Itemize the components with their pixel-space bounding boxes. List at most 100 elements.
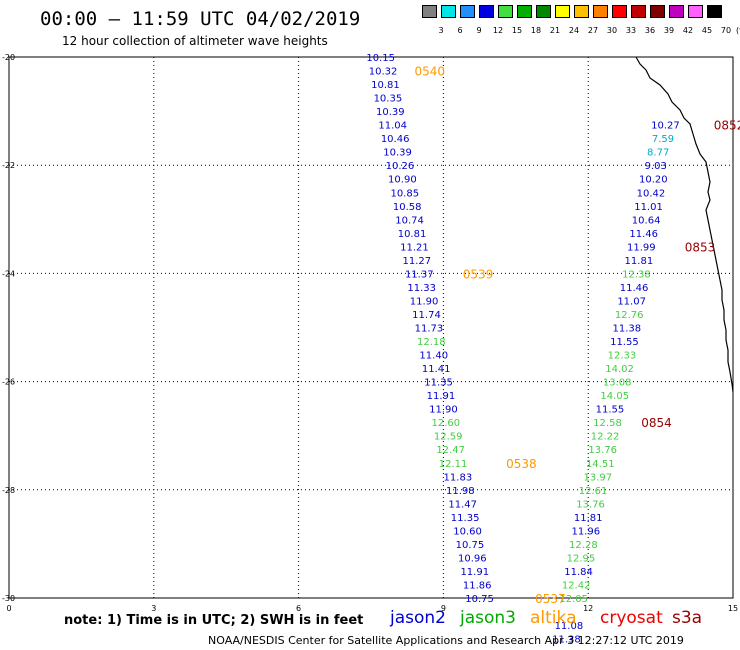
legend-item-altika: altika [530, 608, 577, 628]
wave-height-label: 11.74 [412, 310, 441, 321]
wave-height-label: 11.90 [410, 296, 439, 307]
wave-height-label: 11.21 [400, 242, 429, 253]
wave-height-label: 10.20 [639, 175, 668, 186]
wave-height-label: 10.39 [376, 107, 405, 118]
wave-height-label: 11.73 [415, 324, 444, 335]
wave-height-label: 11.99 [627, 242, 656, 253]
x-tick-label: 9 [441, 604, 446, 613]
credit-line: NOAA/NESDIS Center for Satellite Applica… [208, 634, 684, 647]
wave-height-label: 11.37 [405, 269, 434, 280]
wave-height-label: 12.60 [431, 418, 460, 429]
y-tick-label: -28 [2, 486, 15, 495]
y-tick-label: -30 [2, 594, 15, 603]
x-tick-label: 12 [583, 604, 593, 613]
wave-height-label: 10.42 [637, 188, 666, 199]
wave-height-label: 11.01 [634, 202, 663, 213]
wave-height-label: 10.74 [395, 215, 424, 226]
wave-height-label: 11.04 [378, 121, 407, 132]
wave-height-label: 11.38 [552, 635, 581, 646]
color-scale-label: 24 [568, 26, 580, 35]
legend-item-jason2: jason2 [390, 608, 446, 628]
color-scale-label: 30 [606, 26, 618, 35]
wave-height-label: 12.28 [569, 540, 598, 551]
wave-height-label: 11.46 [629, 229, 658, 240]
wave-height-label: 11.35 [451, 513, 480, 524]
pass-time-label: 0852 [714, 119, 740, 133]
color-scale-label: 6 [457, 26, 463, 35]
wave-height-label: 12.22 [591, 432, 620, 443]
wave-height-label: 11.55 [596, 405, 625, 416]
y-tick-label: -24 [2, 269, 15, 278]
wave-height-label: 11.07 [617, 296, 646, 307]
pass-time-label: 0537 [535, 592, 566, 606]
wave-height-label: 11.91 [427, 391, 456, 402]
wave-height-label: 10.64 [632, 215, 661, 226]
wave-height-label: 11.86 [463, 580, 492, 591]
legend-item-jason3: jason3 [460, 608, 516, 628]
color-scale-unit: (ft) [735, 26, 740, 35]
footer-note: note: 1) Time is in UTC; 2) SWH is in fe… [64, 613, 364, 628]
wave-height-label: 11.35 [424, 378, 453, 389]
legend-item-s3a: s3a [672, 608, 703, 628]
wave-height-label: 10.27 [651, 121, 680, 132]
wave-height-label: 12.95 [567, 553, 596, 564]
color-swatch [479, 5, 494, 18]
wave-height-label: 11.90 [429, 405, 458, 416]
y-tick-label: -22 [2, 161, 15, 170]
color-scale-label: 12 [492, 26, 504, 35]
color-scale-label: 36 [644, 26, 656, 35]
wave-height-label: 9.03 [645, 161, 667, 172]
color-swatch [422, 5, 437, 18]
wave-height-label: 7.59 [652, 134, 674, 145]
wave-height-label: 11.84 [564, 567, 593, 578]
x-tick-label: 0 [6, 604, 11, 613]
wave-height-label: 10.39 [383, 148, 412, 159]
wave-height-label: 11.46 [620, 283, 649, 294]
wave-height-label: 10.60 [453, 526, 482, 537]
wave-height-label: 11.81 [625, 256, 654, 267]
wave-height-label: 12.61 [579, 486, 608, 497]
wave-height-label: 14.51 [586, 459, 615, 470]
wave-height-label: 8.77 [647, 148, 669, 159]
wave-height-label: 12.33 [608, 351, 637, 362]
y-tick-label: -26 [2, 378, 15, 387]
wave-height-label: 10.85 [390, 188, 419, 199]
wave-height-label: 10.35 [374, 94, 403, 105]
wave-height-label: 11.08 [555, 621, 584, 632]
color-swatch [631, 5, 646, 18]
color-scale-label: 9 [476, 26, 482, 35]
wave-height-label: 12.05 [559, 594, 588, 605]
color-scale-label: 3 [438, 26, 444, 35]
wave-height-label: 10.26 [386, 161, 415, 172]
wave-height-label: 11.41 [422, 364, 451, 375]
color-swatch [574, 5, 589, 18]
color-scale-label: 70 [720, 26, 732, 35]
wave-height-label: 13.97 [584, 472, 613, 483]
pass-time-label: 0539 [463, 267, 494, 281]
color-scale-label: 42 [682, 26, 694, 35]
color-swatch [612, 5, 627, 18]
wave-height-label: 10.15 [366, 53, 395, 64]
wave-height-label: 11.91 [460, 567, 489, 578]
wave-height-label: 10.58 [393, 202, 422, 213]
wave-height-label: 14.02 [605, 364, 634, 375]
wave-height-label: 11.38 [612, 324, 641, 335]
wave-height-label: 11.96 [571, 526, 600, 537]
wave-height-label: 12.11 [439, 459, 468, 470]
legend-item-cryosat: cryosat [600, 608, 663, 628]
color-swatch [460, 5, 475, 18]
x-tick-label: 6 [296, 604, 301, 613]
coastline [635, 56, 734, 393]
wave-height-label: 10.75 [456, 540, 485, 551]
wave-height-label: 13.76 [576, 499, 605, 510]
x-tick-label: 15 [728, 604, 738, 613]
color-scale-label: 45 [701, 26, 713, 35]
wave-height-label: 11.55 [610, 337, 639, 348]
color-scale-label: 15 [511, 26, 523, 35]
wave-height-label: 12.47 [436, 445, 465, 456]
pass-time-label: 0853 [685, 240, 716, 254]
color-swatch [688, 5, 703, 18]
color-scale-label: 27 [587, 26, 599, 35]
wave-height-label: 11.47 [448, 499, 477, 510]
